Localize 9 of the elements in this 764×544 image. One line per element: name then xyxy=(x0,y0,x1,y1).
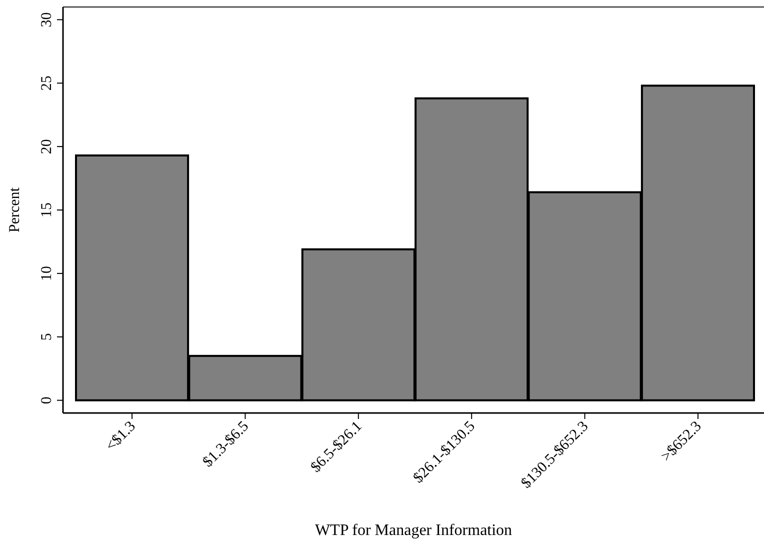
y-tick-label: 25 xyxy=(39,76,55,91)
y-tick-label: 5 xyxy=(39,333,55,341)
y-tick-label: 20 xyxy=(39,139,55,154)
x-axis-title: WTP for Manager Information xyxy=(314,522,512,539)
y-tick-label: 0 xyxy=(39,396,55,404)
y-tick-label: 30 xyxy=(39,12,55,28)
y-tick-label: 10 xyxy=(39,266,55,281)
y-axis-title: Percent xyxy=(7,186,23,232)
y-tick-label: 15 xyxy=(39,202,55,218)
